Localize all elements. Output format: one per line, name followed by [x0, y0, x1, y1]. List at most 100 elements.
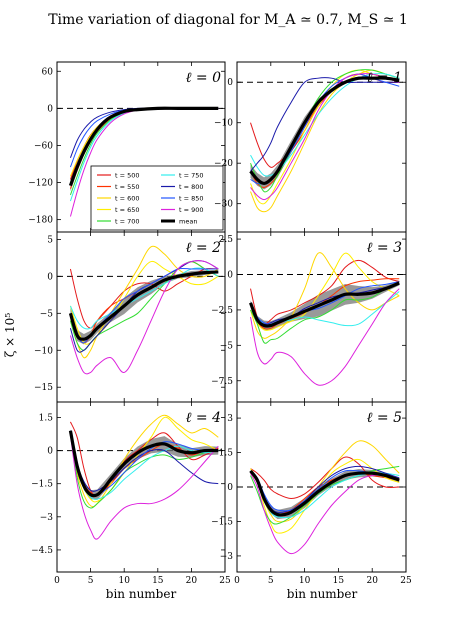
legend-label: t = 900	[179, 206, 204, 214]
y-tick-label: 0	[227, 78, 233, 88]
y-tick-label: 1.5	[219, 449, 234, 459]
panel-title: ℓ = 2	[186, 240, 221, 256]
mean-line	[68, 270, 219, 341]
x-tick-label: 5	[88, 576, 94, 586]
series-line-t900	[250, 472, 400, 555]
panel-title: ℓ = 3	[367, 240, 402, 256]
spread-band	[70, 270, 219, 345]
series-line-t900	[250, 288, 400, 386]
y-tick-label: 60	[42, 67, 54, 77]
panel-3: 2.5 0 −2.5 −5 −7.5 ℓ = 3	[211, 231, 407, 403]
legend: t = 500 t = 550 t = 600 t = 650 t = 700 t = 7…	[90, 165, 224, 231]
legend-label: t = 700	[115, 218, 140, 226]
mean-line	[249, 76, 400, 186]
y-tick-label: 0	[47, 104, 53, 114]
y-tick-label: 3	[227, 414, 233, 424]
legend-label: t = 650	[115, 206, 140, 214]
legend-label: t = 600	[115, 195, 140, 203]
y-tick-label: −180	[28, 216, 53, 226]
series-line-t600	[69, 245, 219, 359]
y-tick-label: −4.5	[31, 546, 53, 556]
y-tick-label: −5	[220, 341, 234, 351]
y-tick-label: 5	[47, 235, 53, 245]
series-line-t700	[69, 432, 219, 509]
y-tick-label: −30	[214, 200, 233, 210]
y-tick-label: −5	[40, 309, 54, 319]
panel-title: ℓ = 1	[367, 70, 402, 86]
series-line-t500	[250, 456, 400, 499]
y-tick-label: −3	[220, 552, 234, 562]
mean-line	[68, 430, 219, 498]
mean-line	[249, 469, 400, 517]
x-tick-label: 10	[118, 576, 130, 586]
x-tick-label: 5	[268, 576, 274, 586]
y-tick-label: −3	[40, 513, 54, 523]
series-line-t900	[69, 260, 219, 375]
series-line-t600	[250, 252, 400, 339]
series-line-t850	[69, 430, 219, 497]
panel-1: 0 −10 −20 −30 ℓ = 1	[214, 61, 407, 233]
plot-area-5	[237, 440, 406, 555]
legend-label: t = 750	[179, 172, 204, 180]
series-line-t650	[250, 458, 400, 534]
y-tick-label: −10	[34, 346, 53, 356]
y-tick-label: 0	[227, 483, 233, 493]
y-tick-label: −20	[214, 159, 233, 169]
x-tick-label: 25	[219, 576, 231, 586]
x-tick-label: 10	[299, 576, 311, 586]
series-line-t600	[69, 414, 219, 508]
legend-label: mean	[179, 218, 197, 226]
x-tick-label: 20	[366, 576, 378, 586]
series-line-t900	[250, 73, 400, 201]
x-axis-label-left: bin number	[106, 587, 177, 601]
y-tick-label: −10	[214, 119, 233, 129]
y-tick-label: −2.5	[211, 306, 233, 316]
plot-area-1	[237, 69, 406, 213]
x-tick-label: 0	[234, 576, 240, 586]
y-tick-label: −1.5	[31, 480, 53, 490]
series-line-t800	[69, 430, 219, 492]
panels: 60 0 −60 −120 −180 ℓ = 0 t = 500 t = 550 t = 600…	[28, 61, 412, 586]
plot-area-4	[57, 414, 225, 540]
panel-frame	[56, 401, 226, 573]
x-axis-label-right: bin number	[287, 587, 358, 601]
legend-label: t = 500	[115, 172, 140, 180]
series-line-t850	[69, 267, 219, 344]
x-tick-label: 20	[186, 576, 198, 586]
y-tick-label: −7.5	[211, 377, 233, 387]
plot-area-0	[57, 106, 225, 217]
x-tick-label: 15	[333, 576, 345, 586]
plot-area-2	[57, 245, 225, 375]
legend-box	[90, 165, 224, 231]
panel-4: 1.5 0 −1.5 −3 −4.5 0 5 10 15 20 25 ℓ = 4	[31, 401, 231, 586]
x-tick-label: 0	[54, 576, 60, 586]
panel-title: ℓ = 0	[186, 70, 221, 86]
mean-line	[249, 281, 400, 328]
y-tick-label: 0	[47, 272, 53, 282]
x-tick-label: 25	[400, 576, 412, 586]
panel-frame	[236, 61, 407, 233]
series-line-t900	[69, 435, 219, 540]
mean-line	[68, 106, 219, 187]
panel-title: ℓ = 4	[186, 410, 221, 426]
series-line-t500	[69, 421, 219, 496]
panel-title: ℓ = 5	[367, 410, 402, 426]
series-line-t650	[69, 260, 219, 345]
figure-title: Time variation of diagonal for M_A ≃ 0.7…	[48, 12, 408, 28]
y-tick-label: −120	[28, 179, 53, 189]
y-axis-label: ζ × 10⁵	[3, 313, 17, 357]
x-tick-label: 15	[152, 576, 164, 586]
plot-area-3	[237, 252, 406, 386]
panel-2: 5 0 −5 −10 −15 ℓ = 2	[34, 231, 226, 403]
y-tick-label: −60	[34, 141, 53, 151]
series-line-t800	[250, 77, 400, 172]
series-line-t500	[250, 73, 400, 168]
series-line-t550	[250, 73, 400, 188]
y-tick-label: −15	[34, 383, 53, 393]
y-tick-label: 0	[227, 271, 233, 281]
legend-label: t = 550	[115, 183, 140, 191]
panel-0: 60 0 −60 −120 −180 ℓ = 0 t = 500 t = 550 t = 600…	[28, 61, 226, 233]
y-tick-label: 0	[47, 447, 53, 457]
series-line-t600	[250, 69, 400, 213]
panel-frame	[236, 231, 407, 403]
